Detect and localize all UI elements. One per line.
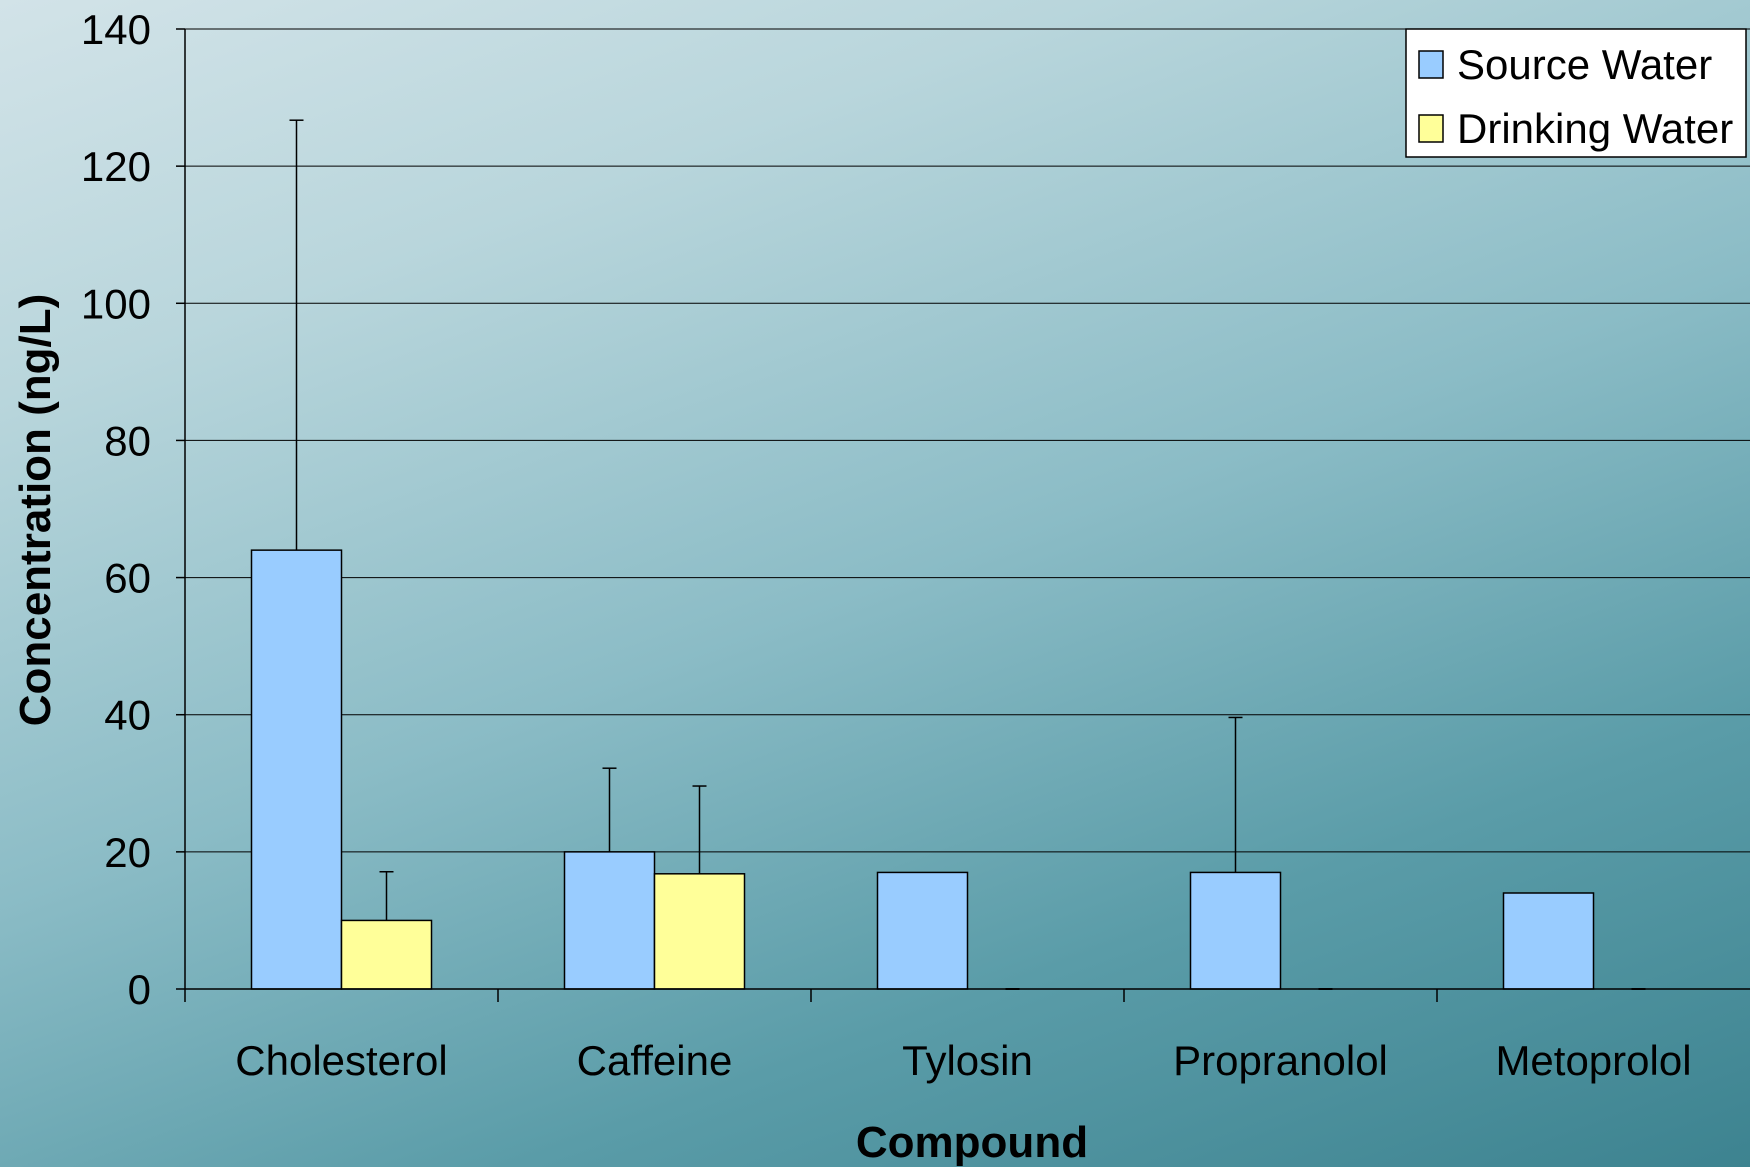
tick-labels: 0 20 40 60 80 100 120 140 Cholesterol Caffeine Tyl… [81, 6, 1692, 1084]
gridlines [185, 28, 1750, 853]
x-tick-label-cholesterol: Cholesterol [235, 1037, 447, 1084]
y-tick-label: 80 [104, 417, 151, 464]
axes [176, 28, 1750, 1002]
legend-box [1405, 28, 1747, 158]
legend-label-source-water: Source Water [1457, 41, 1712, 88]
y-tick-label: 100 [81, 280, 151, 327]
y-tick-label: 140 [81, 6, 151, 53]
bar-source-water-propranolol [1189, 871, 1282, 990]
x-tick-label-metoprolol: Metoprolol [1495, 1037, 1691, 1084]
y-tick-label: 120 [81, 143, 151, 190]
bar-source-water-metoprolol [1502, 892, 1595, 990]
bars [250, 549, 1646, 990]
legend-swatch-source-water [1418, 50, 1444, 79]
x-tick-label-propranolol: Propranolol [1173, 1037, 1388, 1084]
bar-source-water-caffeine [563, 851, 656, 990]
bar-drinking-water-caffeine [653, 873, 746, 990]
legend-swatch-drinking-water [1418, 114, 1444, 143]
y-tick-label: 40 [104, 692, 151, 739]
y-axis-title: Concentration (ng/L) [11, 294, 60, 727]
error-bars [289, 119, 1243, 921]
y-tick-label: 60 [104, 555, 151, 602]
bar-drinking-water-cholesterol [340, 919, 433, 990]
x-axis-title: Compound [856, 1118, 1088, 1167]
bar-source-water-cholesterol [250, 549, 343, 990]
y-tick-label: 0 [128, 966, 151, 1013]
x-tick-label-caffeine: Caffeine [577, 1037, 733, 1084]
legend: Source Water Drinking Water [1405, 28, 1747, 158]
bar-source-water-tylosin [876, 871, 969, 990]
legend-label-drinking-water: Drinking Water [1457, 105, 1733, 152]
x-tick-label-tylosin: Tylosin [902, 1037, 1033, 1084]
y-tick-label: 20 [104, 829, 151, 876]
